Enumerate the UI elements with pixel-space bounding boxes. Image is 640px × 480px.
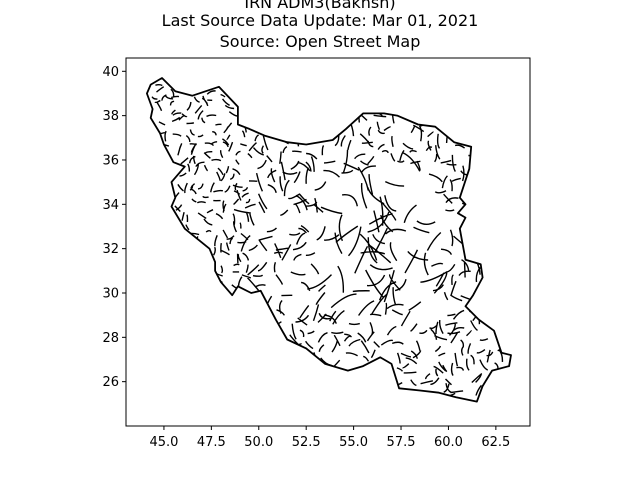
x-tick-label: 55.0 <box>339 435 368 450</box>
x-tick-label: 45.0 <box>149 435 178 450</box>
country-outline <box>145 77 512 403</box>
map-title-line-2: Last Source Data Update: Mar 01, 2021 <box>161 11 479 30</box>
y-tick-label: 32 <box>102 242 119 257</box>
map-title-line-1: IRN ADM3(Bakhsh) <box>244 0 396 12</box>
x-tick-label: 50.0 <box>244 435 273 450</box>
y-tick-label: 30 <box>102 286 119 301</box>
map-layer <box>145 77 512 403</box>
x-tick-label: 62.5 <box>481 435 510 450</box>
x-tick-label: 57.5 <box>387 435 416 450</box>
y-tick-label: 26 <box>102 375 119 390</box>
y-tick-label: 34 <box>102 198 119 213</box>
y-tick-label: 28 <box>102 331 119 346</box>
map-title-line-3: Source: Open Street Map <box>219 32 421 51</box>
y-tick-label: 38 <box>102 109 119 124</box>
y-axis: 26 28 30 32 34 36 38 40 <box>102 65 126 390</box>
x-tick-label: 60.0 <box>434 435 463 450</box>
x-tick-label: 47.5 <box>197 435 226 450</box>
y-tick-label: 36 <box>102 153 119 168</box>
y-tick-label: 40 <box>102 65 119 80</box>
axes-frame <box>125 57 531 427</box>
x-tick-label: 52.5 <box>292 435 321 450</box>
x-axis: 45.0 47.5 50.0 52.5 55.0 57.5 60.0 62.5 <box>149 426 510 450</box>
